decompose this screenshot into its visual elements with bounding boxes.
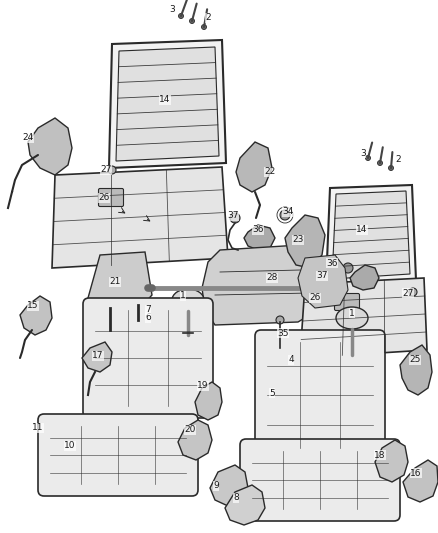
Text: 9: 9	[213, 481, 219, 490]
Text: 8: 8	[233, 494, 239, 503]
Text: 27: 27	[100, 166, 112, 174]
Text: 21: 21	[110, 278, 121, 287]
Polygon shape	[178, 420, 212, 460]
Text: 28: 28	[266, 273, 278, 282]
Polygon shape	[82, 342, 112, 372]
Polygon shape	[88, 252, 152, 312]
Circle shape	[179, 13, 184, 19]
Circle shape	[190, 19, 194, 23]
Circle shape	[343, 263, 353, 273]
Polygon shape	[300, 278, 427, 358]
Polygon shape	[210, 465, 248, 506]
Polygon shape	[403, 460, 438, 502]
Polygon shape	[375, 440, 408, 482]
Text: 37: 37	[227, 212, 239, 221]
Circle shape	[409, 288, 417, 296]
Circle shape	[201, 25, 206, 29]
FancyBboxPatch shape	[83, 298, 213, 418]
Text: 7: 7	[145, 305, 151, 314]
Text: 14: 14	[159, 95, 171, 104]
Text: 16: 16	[410, 469, 422, 478]
Polygon shape	[285, 215, 325, 268]
Text: 19: 19	[197, 382, 209, 391]
Text: 6: 6	[145, 313, 151, 322]
Text: 11: 11	[32, 424, 44, 432]
Text: 20: 20	[184, 425, 196, 434]
Text: 37: 37	[316, 271, 328, 280]
Circle shape	[276, 316, 284, 324]
Text: 17: 17	[92, 351, 104, 360]
Polygon shape	[109, 40, 226, 168]
Circle shape	[280, 210, 290, 220]
Text: 25: 25	[410, 356, 420, 365]
FancyBboxPatch shape	[38, 414, 198, 496]
Text: 35: 35	[277, 328, 289, 337]
Text: 34: 34	[283, 207, 294, 216]
Text: 27: 27	[403, 288, 413, 297]
Circle shape	[365, 156, 371, 160]
Polygon shape	[20, 296, 52, 335]
Text: 26: 26	[309, 294, 321, 303]
Polygon shape	[202, 245, 325, 325]
Circle shape	[230, 213, 240, 223]
Polygon shape	[52, 167, 228, 268]
Polygon shape	[28, 118, 72, 175]
Text: 3: 3	[360, 149, 366, 157]
FancyBboxPatch shape	[335, 294, 360, 311]
Text: 5: 5	[269, 389, 275, 398]
Text: 1: 1	[180, 292, 186, 301]
Polygon shape	[350, 265, 379, 290]
Polygon shape	[298, 255, 348, 308]
Text: 23: 23	[292, 236, 304, 245]
Text: 18: 18	[374, 450, 386, 459]
Text: 15: 15	[27, 302, 39, 311]
Text: 4: 4	[288, 356, 294, 365]
Circle shape	[389, 166, 393, 171]
Text: 36: 36	[326, 259, 338, 268]
FancyBboxPatch shape	[255, 330, 385, 460]
FancyBboxPatch shape	[99, 189, 124, 206]
Ellipse shape	[336, 307, 368, 329]
FancyBboxPatch shape	[240, 439, 400, 521]
Polygon shape	[244, 225, 275, 250]
Polygon shape	[332, 191, 410, 279]
Text: 36: 36	[252, 225, 264, 235]
Text: 1: 1	[349, 309, 355, 318]
Text: 14: 14	[356, 225, 367, 235]
Circle shape	[108, 166, 116, 174]
Polygon shape	[195, 382, 222, 420]
Text: 22: 22	[265, 167, 276, 176]
Text: 26: 26	[98, 193, 110, 203]
Polygon shape	[326, 185, 416, 285]
Polygon shape	[236, 142, 272, 192]
Circle shape	[378, 160, 382, 166]
Ellipse shape	[172, 289, 204, 311]
Polygon shape	[400, 345, 432, 395]
Text: 3: 3	[169, 5, 175, 14]
Polygon shape	[116, 47, 219, 161]
Text: 10: 10	[64, 441, 76, 450]
Text: 2: 2	[205, 13, 211, 22]
Polygon shape	[225, 485, 265, 525]
Text: 2: 2	[395, 156, 401, 165]
Text: 24: 24	[22, 133, 34, 142]
